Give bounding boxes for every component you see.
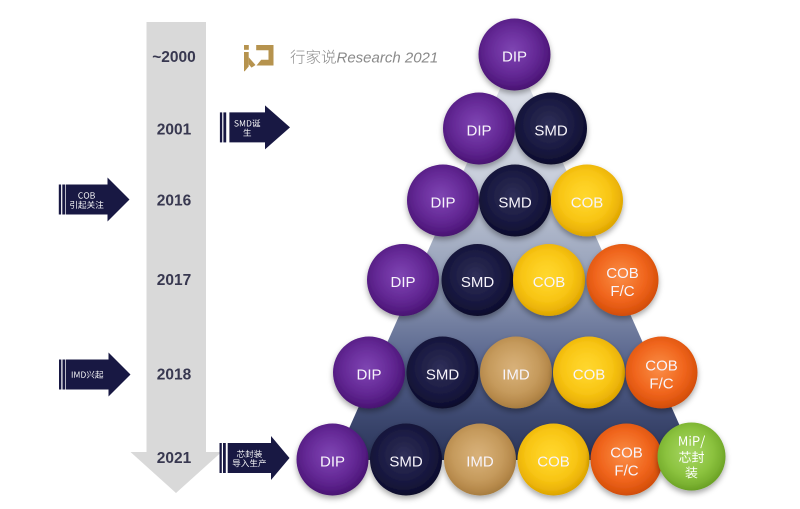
svg-text:COB: COB — [533, 274, 566, 291]
svg-text:COB: COB — [645, 357, 678, 374]
svg-text:DIP: DIP — [390, 274, 415, 291]
svg-text:COB: COB — [610, 444, 643, 461]
svg-text:Research 2021: Research 2021 — [337, 50, 439, 67]
svg-text:DIP: DIP — [356, 366, 381, 383]
svg-text:COB: COB — [571, 194, 604, 211]
svg-text:2018: 2018 — [157, 367, 192, 384]
svg-text:DIP: DIP — [502, 48, 527, 65]
svg-text:COB: COB — [573, 366, 606, 383]
svg-text:SMD: SMD — [534, 122, 568, 139]
svg-text:2021: 2021 — [157, 450, 192, 467]
svg-text:DIP: DIP — [430, 194, 455, 211]
svg-text:DIP: DIP — [320, 453, 345, 470]
svg-text:F/C: F/C — [610, 283, 634, 300]
svg-text:F/C: F/C — [649, 375, 673, 392]
svg-text:SMD: SMD — [461, 274, 495, 291]
svg-text:2017: 2017 — [157, 272, 191, 289]
svg-text:DIP: DIP — [466, 122, 491, 139]
svg-text:~2000: ~2000 — [152, 49, 196, 66]
svg-text:COB: COB — [537, 453, 570, 470]
svg-text:COB: COB — [606, 265, 639, 282]
svg-text:SMD: SMD — [498, 194, 532, 211]
svg-text:2016: 2016 — [157, 193, 192, 210]
svg-text:IMD: IMD — [466, 453, 494, 470]
svg-text:F/C: F/C — [614, 462, 638, 479]
svg-text:IMD: IMD — [502, 366, 530, 383]
svg-text:2001: 2001 — [157, 122, 192, 139]
svg-text:SMD: SMD — [389, 453, 423, 470]
svg-text:SMD: SMD — [426, 366, 460, 383]
